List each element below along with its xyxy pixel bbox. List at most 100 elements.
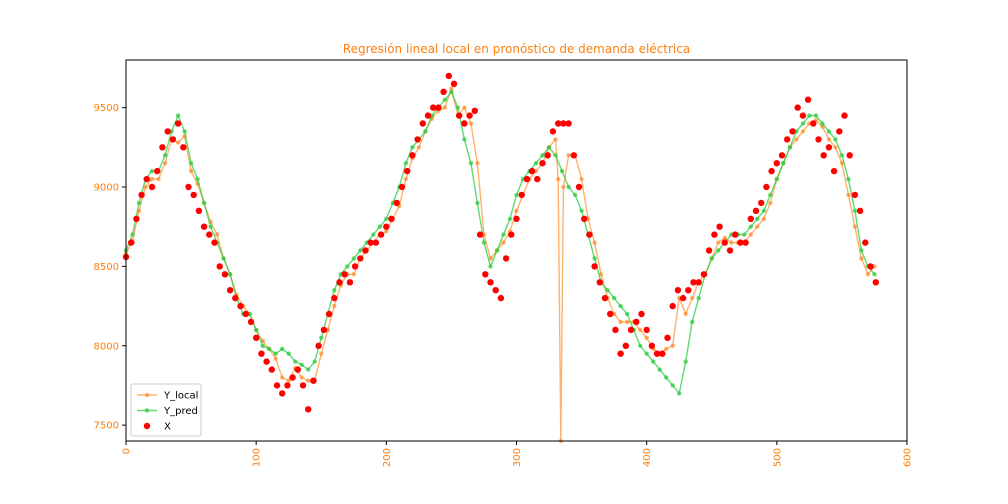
data-point [208,224,213,229]
data-point [409,152,416,159]
data-point [729,240,734,245]
data-point [273,351,278,356]
data-point [677,391,682,396]
data-point [501,240,506,245]
data-point [711,231,718,238]
data-point [559,168,565,174]
data-point [494,248,500,253]
data-point [859,248,864,253]
data-point [508,231,515,238]
data-point [319,335,324,340]
data-point [518,191,525,199]
data-point [388,215,395,222]
data-point [442,97,448,102]
data-point [695,279,702,286]
data-point [679,294,687,302]
data-point [709,256,714,261]
data-point [670,383,675,388]
x-tick-label: 500 [772,448,783,467]
data-point [294,366,301,373]
data-point [492,287,499,294]
data-point [514,208,519,213]
data-point [468,121,474,126]
data-point [826,129,832,134]
data-point [267,346,272,352]
data-point [377,231,385,238]
data-point [549,128,557,135]
data-point [306,378,311,383]
data-point [247,318,255,326]
data-point [820,121,825,126]
data-point [761,216,766,221]
data-point [384,216,389,221]
data-point [310,377,317,384]
data-point [807,113,812,118]
data-point [320,326,328,334]
y-tick-label: 8000 [94,341,119,352]
data-point [664,334,671,341]
data-point [586,231,593,238]
data-point [825,144,833,151]
data-point [800,129,806,134]
data-point [227,272,233,277]
data-point [768,192,773,198]
data-point [627,326,635,334]
data-point [195,176,200,182]
data-point [605,288,610,293]
data-point [487,279,494,286]
data-point [414,136,421,143]
data-point [279,390,286,397]
data-point [449,86,454,91]
data-point [468,161,474,166]
data-point [826,137,832,142]
data-point [726,247,734,254]
data-point [455,105,461,110]
data-point [644,351,649,356]
data-point [180,144,187,151]
data-point [690,319,695,325]
data-point [149,168,155,174]
data-point [305,406,312,413]
data-point [794,104,801,111]
data-point [332,288,337,293]
data-point [481,240,487,245]
data-point [761,208,766,213]
data-point [502,255,510,262]
data-point [846,152,853,159]
data-point [403,161,409,166]
data-point [839,153,845,158]
data-point [659,350,666,357]
data-point [501,232,506,237]
data-point [367,239,374,246]
data-point [286,378,291,383]
y-tick-label: 8500 [94,262,119,273]
data-point [755,216,760,221]
data-point [592,256,597,261]
legend-marker [143,422,151,430]
data-point [722,235,727,240]
data-point [475,161,480,166]
data-point [867,263,874,270]
y-axis: 7500 8000 8500 9000 9500 [94,103,126,432]
data-point [383,223,390,230]
data-point [544,152,551,159]
data-point [624,319,630,325]
data-point [820,152,827,159]
data-point [644,335,649,340]
data-point [747,215,754,222]
legend-label: X [164,422,171,433]
data-point [763,183,770,191]
data-point [128,239,135,246]
data-point [445,72,452,80]
data-point [572,192,578,198]
data-point [456,112,463,119]
data-point [540,153,545,158]
data-point [560,120,567,127]
data-point [575,183,583,191]
data-point [462,137,467,142]
plot-frame [125,59,908,442]
data-point [664,346,669,352]
data-point [768,167,775,175]
data-point [216,263,223,270]
data-point [851,191,859,199]
